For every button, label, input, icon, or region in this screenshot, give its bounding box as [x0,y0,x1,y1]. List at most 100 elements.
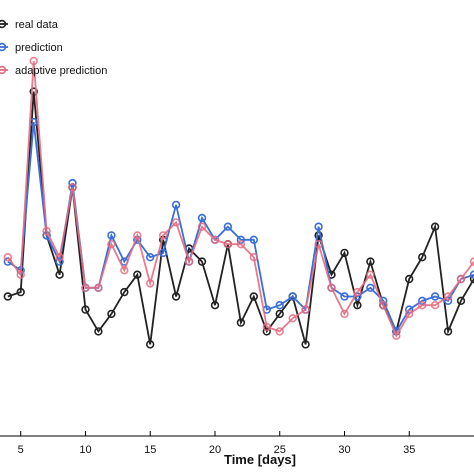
legend-swatch-marker [0,42,7,52]
data-point [16,287,25,297]
legend: real data prediction adaptive prediction [0,19,107,77]
data-point [366,257,375,266]
data-point [171,292,181,301]
data-point [469,270,474,279]
data-point [42,226,51,236]
data-point [94,327,103,336]
data-point [146,340,155,349]
data-point [249,292,259,301]
data-point [107,309,116,319]
plot-area: 5 10 15 20 25 30 35 [0,56,474,456]
data-point [120,287,129,297]
legend-swatch-marker [0,65,7,75]
data-point [262,327,271,336]
x-tick-label: 30 [338,444,350,456]
data-point [469,257,474,266]
data-point [223,240,233,249]
data-point [81,305,90,314]
data-point [366,270,375,279]
series-real-data [3,87,474,349]
data-point [146,253,155,262]
data-point [301,340,310,349]
x-tick-label: 25 [274,444,286,456]
data-point [133,231,142,240]
data-point [55,253,64,262]
legend-label: real data [15,19,59,31]
data-point [379,301,388,310]
data-point [275,309,284,319]
data-point [262,322,271,332]
data-point [68,183,77,192]
data-point [236,318,246,327]
data-point [29,56,38,66]
series-layer [3,56,474,349]
data-point [171,200,181,210]
data-point [29,87,38,96]
data-point [456,296,466,305]
data-point [340,309,349,319]
data-point [55,270,64,279]
data-point [418,296,427,305]
data-point [120,266,129,275]
legend-label: prediction [15,42,63,54]
data-point [418,301,427,310]
x-axis-label: Time [days] [224,452,296,467]
data-point [288,314,297,323]
data-point [16,270,25,279]
data-point [353,301,362,310]
data-point [107,240,116,249]
data-point [275,301,284,310]
data-point [197,213,207,223]
data-point [430,292,440,301]
data-point [133,270,142,279]
data-point [249,253,259,262]
data-point [340,248,349,258]
data-point [159,231,168,240]
data-point [146,279,155,288]
x-ticks: 5 10 15 20 25 30 35 [18,431,415,456]
data-point [197,222,207,231]
data-point [210,235,220,245]
series-line [7,60,474,338]
data-point [366,283,375,292]
data-point [301,305,310,314]
data-point [469,274,474,284]
data-point [288,292,297,301]
x-tick-label: 10 [79,444,91,456]
data-point [340,292,349,301]
data-point [159,248,168,258]
data-point [275,327,284,336]
data-point [249,235,259,245]
data-point [94,283,103,292]
data-point [3,292,13,301]
legend-swatch-marker [0,19,7,29]
data-point [210,301,220,310]
data-point [430,222,440,231]
data-point [418,253,427,262]
data-point [353,287,362,297]
data-point [171,218,181,227]
x-tick-label: 20 [209,444,221,456]
data-point [456,274,466,284]
data-point [443,292,453,301]
data-point [327,283,336,292]
data-point [107,231,116,240]
data-point [81,283,90,292]
data-point [405,309,414,319]
data-point [392,331,401,340]
x-tick-label: 35 [403,444,415,456]
data-point [314,222,323,231]
data-point [68,178,77,188]
legend-label: adaptive prediction [15,65,107,77]
data-point [197,257,207,266]
data-point [236,240,246,249]
x-tick-label: 5 [18,444,24,456]
data-point [223,222,233,231]
data-point [405,274,414,284]
series-adaptive-prediction [3,56,474,340]
data-point [430,301,440,310]
data-point [236,235,246,245]
data-point [184,257,194,266]
data-point [443,327,453,336]
